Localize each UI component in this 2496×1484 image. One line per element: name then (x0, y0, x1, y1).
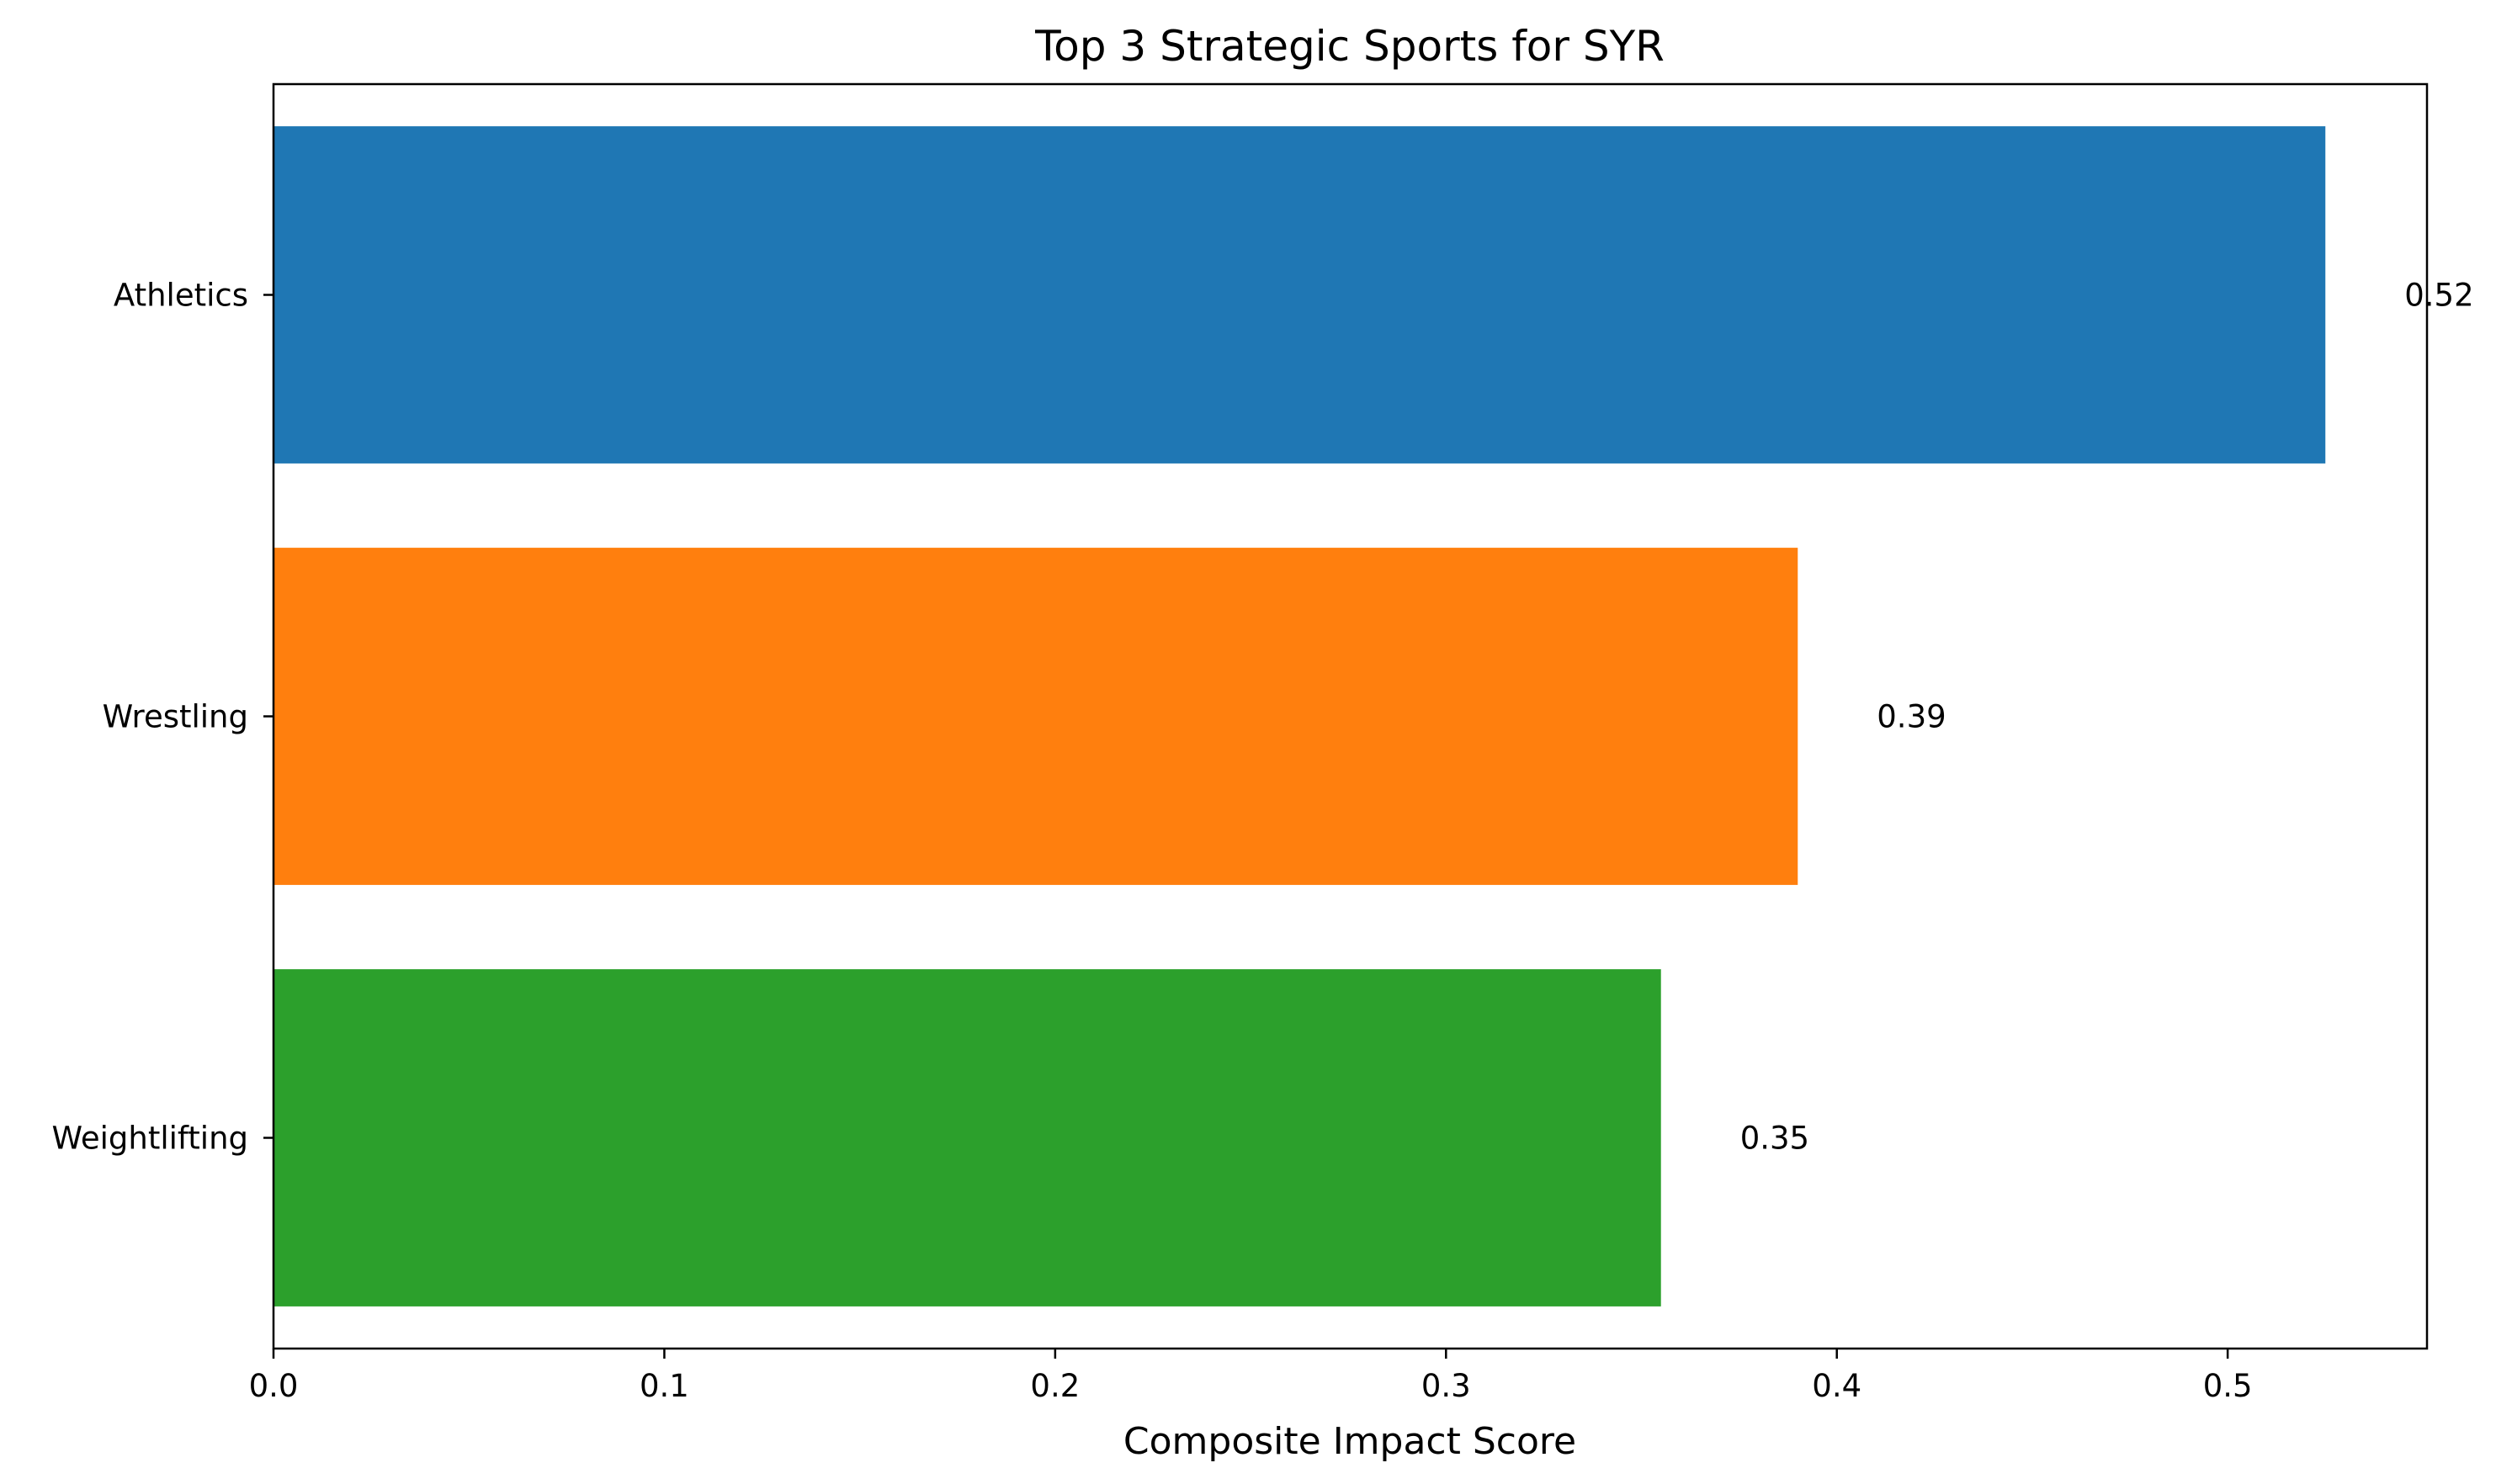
x-tick-label: 0.4 (1812, 1368, 1861, 1404)
y-tick-label-weightlifting: Weightlifting (51, 1121, 248, 1157)
bar-weightlifting (273, 969, 1661, 1306)
x-tick-label: 0.2 (1030, 1368, 1080, 1404)
x-axis-label: Composite Impact Score (1123, 1420, 1576, 1463)
data-label-weightlifting: 0.35 (1740, 1121, 1809, 1157)
x-axis-ticks: 0.0 0.1 0.2 0.3 0.4 0.5 (249, 1349, 2253, 1404)
x-tick-label: 0.1 (640, 1368, 689, 1404)
data-label-wrestling: 0.39 (1877, 699, 1946, 735)
x-tick-label: 0.5 (2203, 1368, 2253, 1404)
x-tick-label: 0.3 (1421, 1368, 1471, 1404)
plot-frame (272, 82, 2429, 1350)
y-axis-ticks: Athletics Wrestling Weightlifting (51, 278, 273, 1157)
y-tick-label-wrestling: Wrestling (103, 699, 248, 735)
chart-title: Top 3 Strategic Sports for SYR (1034, 22, 1665, 71)
bars-group (273, 126, 2326, 1306)
y-tick-label-athletics: Athletics (114, 278, 248, 314)
data-labels-group: 0.52 0.39 0.35 (1740, 278, 2474, 1157)
bar-wrestling (273, 548, 1798, 885)
x-tick-label: 0.0 (249, 1368, 299, 1404)
data-label-athletics: 0.52 (2404, 278, 2473, 314)
bar-athletics (273, 126, 2326, 464)
